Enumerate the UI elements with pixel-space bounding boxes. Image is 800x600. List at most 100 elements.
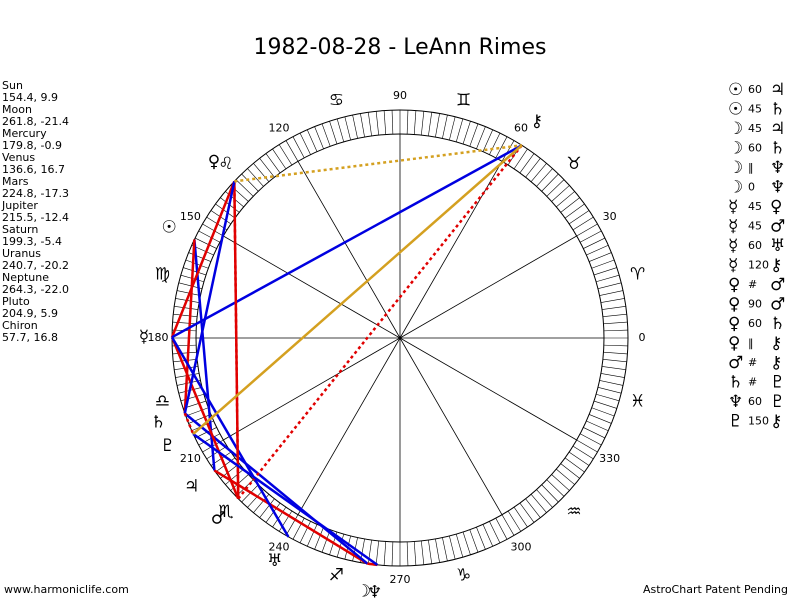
aspect-planet-2: ⚷ bbox=[770, 412, 782, 432]
planet-position: 57.7, 16.8 bbox=[2, 331, 58, 344]
ring-tick bbox=[586, 244, 609, 256]
ring-tick bbox=[442, 537, 448, 562]
aspect-line bbox=[237, 144, 523, 500]
planet-position: 215.5, -12.4 bbox=[2, 211, 69, 224]
ring-tick bbox=[367, 112, 372, 137]
ring-tick bbox=[536, 168, 553, 187]
aspect-planet-2: ♂ bbox=[770, 275, 785, 295]
ring-tick bbox=[476, 527, 486, 550]
ring-tick bbox=[596, 274, 620, 283]
ring-tick bbox=[583, 427, 606, 439]
degree-label: 0 bbox=[639, 331, 646, 344]
ring-tick bbox=[352, 114, 358, 139]
planet-position: 261.8, -21.4 bbox=[2, 115, 69, 128]
ring-tick bbox=[406, 110, 409, 135]
aspect-line bbox=[170, 180, 236, 338]
planet-position: 224.8, -17.3 bbox=[2, 187, 69, 200]
ring-tick bbox=[586, 420, 609, 432]
ring-tick bbox=[603, 329, 628, 332]
ring-tick bbox=[593, 400, 617, 409]
zodiac-sign: ♌ bbox=[218, 154, 233, 174]
aspect-type: 45 bbox=[748, 103, 762, 116]
ring-tick bbox=[321, 123, 331, 147]
ring-tick bbox=[572, 445, 594, 460]
spoke bbox=[297, 337, 401, 515]
planet-position: 179.8, -0.9 bbox=[2, 139, 62, 152]
ring-tick bbox=[375, 540, 379, 565]
ring-tick bbox=[428, 112, 433, 137]
planet-name: Mercury bbox=[2, 127, 47, 140]
aspect-type: 45 bbox=[748, 220, 762, 233]
aspect-type: 60 bbox=[748, 142, 762, 155]
ring-tick bbox=[336, 118, 345, 142]
ring-tick bbox=[185, 407, 209, 417]
ring-tick bbox=[435, 113, 440, 138]
ring-tick bbox=[253, 163, 270, 182]
ring-tick bbox=[476, 126, 486, 149]
planet-glyph: ☉ bbox=[162, 217, 177, 237]
aspect-planet-1: ♀ bbox=[728, 334, 740, 354]
aspect-planet-2: ♃ bbox=[770, 119, 785, 139]
ring-tick bbox=[572, 216, 594, 231]
ring-tick bbox=[215, 203, 236, 219]
degree-label: 270 bbox=[390, 573, 411, 586]
ring-tick bbox=[292, 136, 305, 159]
ring-tick bbox=[329, 121, 338, 145]
ring-tick bbox=[596, 393, 620, 402]
ring-tick bbox=[568, 451, 590, 466]
aspect-planet-1: ☿ bbox=[728, 256, 738, 276]
ring-tick bbox=[413, 541, 417, 566]
ring-tick bbox=[560, 197, 580, 213]
zodiac-sign: ♒ bbox=[566, 502, 581, 522]
planet-name: Jupiter bbox=[1, 199, 38, 212]
ring-tick bbox=[449, 116, 456, 141]
aspect-line bbox=[213, 469, 369, 565]
ring-tick bbox=[501, 140, 515, 162]
ring-tick bbox=[601, 305, 626, 310]
aspect-type: 120 bbox=[748, 259, 769, 272]
degree-label: 90 bbox=[393, 89, 407, 102]
ring-tick bbox=[391, 541, 394, 566]
zodiac-sign: ♊ bbox=[456, 90, 471, 110]
ring-tick bbox=[602, 359, 627, 363]
aspect-type: 0 bbox=[748, 181, 755, 194]
aspect-planet-1: ♀ bbox=[728, 314, 740, 334]
ring-tick bbox=[198, 230, 221, 243]
aspect-planet-2: ♂ bbox=[770, 295, 785, 315]
aspect-planet-1: ♄ bbox=[728, 373, 743, 393]
planet-name: Sun bbox=[2, 79, 23, 92]
aspect-type: ‖ bbox=[748, 337, 754, 350]
ring-tick bbox=[603, 321, 628, 325]
ring-tick bbox=[462, 121, 471, 145]
planet-position: 204.9, 5.9 bbox=[2, 307, 58, 320]
aspect-type: 60 bbox=[748, 317, 762, 330]
aspect-type: 60 bbox=[748, 395, 762, 408]
ring-tick bbox=[525, 158, 541, 178]
aspect-type: 60 bbox=[748, 83, 762, 96]
ring-tick bbox=[442, 114, 448, 139]
degree-label: 180 bbox=[148, 331, 169, 344]
ring-tick bbox=[495, 517, 508, 540]
planet-name: Chiron bbox=[2, 319, 38, 332]
aspect-planet-2: ♄ bbox=[770, 139, 785, 159]
aspect-type: 90 bbox=[748, 298, 762, 311]
aspect-planet-2: ♆ bbox=[770, 178, 785, 198]
ring-tick bbox=[576, 223, 598, 237]
planet-glyph: ♀ bbox=[208, 152, 220, 172]
aspect-planet-2: ♇ bbox=[770, 373, 785, 393]
planet-name: Venus bbox=[2, 151, 35, 164]
planet-glyph: ♃ bbox=[184, 477, 199, 497]
ring-tick bbox=[576, 439, 598, 453]
aspect-line bbox=[170, 336, 240, 500]
ring-tick bbox=[597, 387, 622, 394]
aspect-line bbox=[183, 181, 236, 414]
ring-tick bbox=[259, 158, 275, 178]
aspect-line bbox=[192, 432, 379, 566]
zodiac-sign: ♑ bbox=[456, 566, 471, 586]
aspect-line bbox=[192, 144, 523, 435]
ring-tick bbox=[601, 366, 626, 371]
ring-tick bbox=[513, 506, 528, 528]
planet-name: Moon bbox=[2, 103, 32, 116]
aspect-planet-1: ♇ bbox=[728, 412, 743, 432]
ring-tick bbox=[413, 110, 417, 135]
